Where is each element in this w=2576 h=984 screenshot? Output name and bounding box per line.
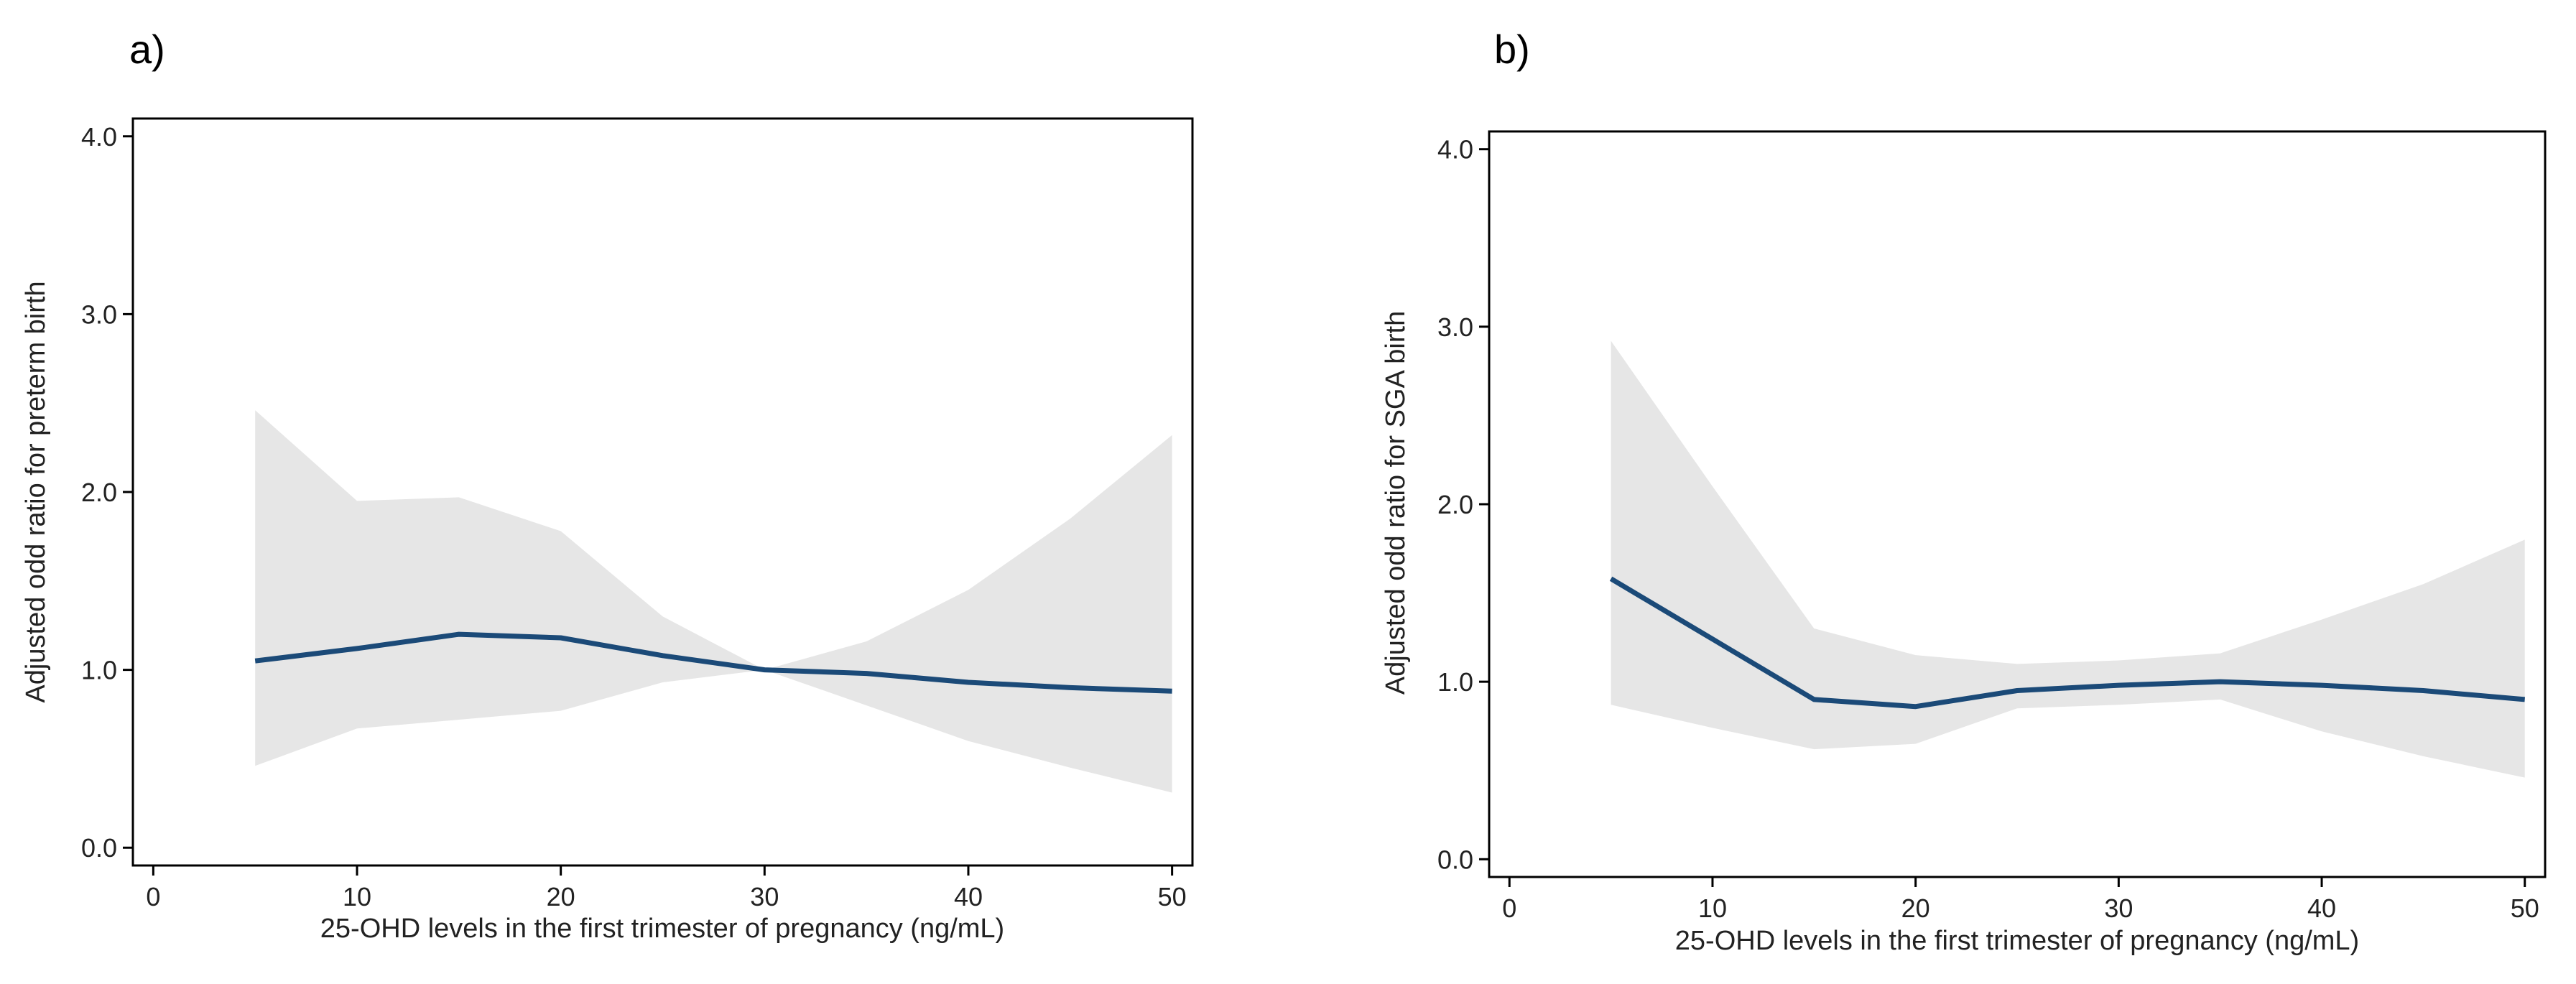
- panel-a-y-tick-label: 3.0: [81, 300, 117, 329]
- panel-a-x-tick-label: 10: [343, 882, 371, 911]
- panel-a: a) 0 10 20 30 40 50 0.0 1.0 2.0 3.0 4.0 25-OHD le…: [21, 27, 1194, 944]
- panel-a-band-layer: [255, 410, 1172, 793]
- panel-b-band-layer: [1611, 340, 2525, 778]
- panel-a-y-tick-label: 2.0: [81, 478, 117, 507]
- panel-a-y-tick-label: 4.0: [81, 122, 117, 152]
- panel-b-y-tick-label: 2.0: [1437, 490, 1473, 519]
- panel-b: b) 0 10 20 30 40 50 0.0 1.0 2.0 3.0 4.0 25-OHD le…: [1381, 27, 2547, 956]
- panel-b-x-tick-label: 10: [1698, 894, 1727, 923]
- panel-b-y-tick-label: 3.0: [1437, 312, 1473, 342]
- panel-b-label: b): [1494, 27, 1530, 72]
- panel-a-y-axis: 0.0 1.0 2.0 3.0 4.0: [81, 122, 133, 863]
- panel-b-x-tick-label: 50: [2511, 894, 2539, 923]
- panel-b-estimate-line: [1609, 576, 2526, 710]
- panel-b-x-tick-label: 20: [1901, 894, 1930, 923]
- panel-a-x-tick-label: 50: [1158, 882, 1187, 911]
- panel-b-y-tick-label: 4.0: [1437, 135, 1473, 164]
- panel-a-confidence-band: [255, 410, 1172, 793]
- panel-a-label: a): [129, 27, 165, 72]
- panel-a-y-tick-label: 1.0: [81, 656, 117, 685]
- panel-b-y-axis: 0.0 1.0 2.0 3.0 4.0: [1437, 135, 1489, 874]
- panel-a-x-tick-label: 20: [547, 882, 575, 911]
- panel-a-y-tick-label: 0.0: [81, 833, 117, 863]
- panel-b-confidence-band: [1611, 340, 2525, 778]
- panel-a-y-axis-title: Adjusted odd ratio for preterm birth: [21, 281, 51, 702]
- panel-a-estimate-line: [254, 631, 1172, 694]
- panel-b-x-axis: 0 10 20 30 40 50: [1502, 877, 2539, 923]
- panel-a-x-tick-label: 0: [146, 882, 160, 911]
- panel-b-x-tick-label: 0: [1502, 894, 1516, 923]
- panel-b-line-layer: [1609, 576, 2526, 710]
- panel-b-x-tick-label: 30: [2104, 894, 2133, 923]
- panel-b-y-tick-label: 0.0: [1437, 845, 1473, 874]
- panel-a-x-axis: 0 10 20 30 40 50: [146, 865, 1187, 911]
- panel-b-y-tick-label: 1.0: [1437, 667, 1473, 697]
- panel-b-x-axis-title: 25-OHD levels in the first trimester of …: [1675, 926, 2359, 956]
- panel-a-x-tick-label: 40: [954, 882, 983, 911]
- panel-b-y-axis-title: Adjusted odd ratio for SGA birth: [1381, 311, 1411, 695]
- panel-a-x-axis-title: 25-OHD levels in the first trimester of …: [320, 914, 1004, 944]
- panel-b-x-tick-label: 40: [2307, 894, 2336, 923]
- panel-a-line-layer: [254, 631, 1172, 694]
- panel-a-x-tick-label: 30: [750, 882, 779, 911]
